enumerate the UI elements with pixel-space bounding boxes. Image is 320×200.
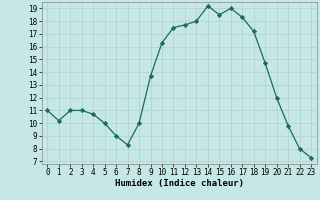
- X-axis label: Humidex (Indice chaleur): Humidex (Indice chaleur): [115, 179, 244, 188]
